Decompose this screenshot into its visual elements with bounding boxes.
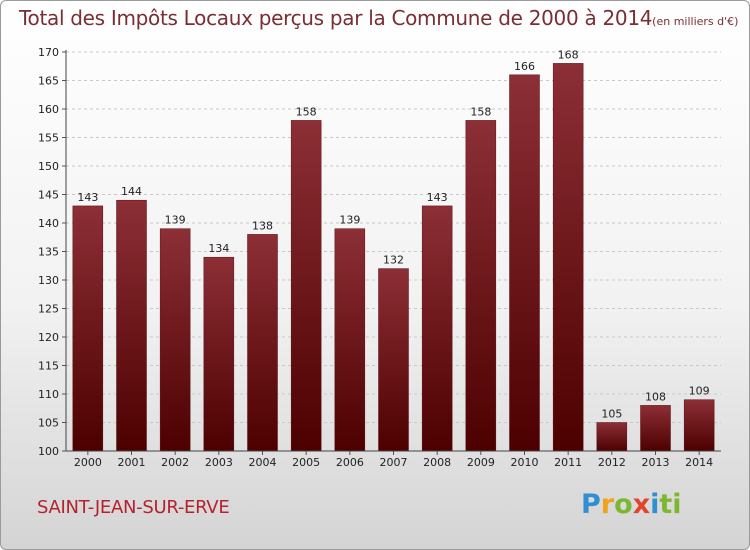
chart-title-text: Total des Impôts Locaux perçus par la Co… [19, 6, 653, 30]
bar [290, 120, 322, 452]
x-tick-label: 2009 [467, 456, 495, 469]
y-tick-label: 105 [38, 417, 59, 430]
logo-letter: o [614, 489, 633, 520]
proxiti-logo: Proxiti [581, 489, 682, 520]
x-tick-label: 2002 [161, 456, 189, 469]
bar [247, 234, 278, 452]
bar [421, 205, 453, 452]
y-tick-label: 145 [38, 189, 59, 202]
x-tick-label: 2010 [511, 456, 539, 469]
x-tick-label: 2005 [292, 456, 320, 469]
y-tick-label: 140 [38, 217, 59, 230]
x-tick-label: 2014 [685, 456, 713, 469]
logo-letter: r [600, 489, 615, 520]
y-axis-ticks: 100 105 110 115 120 125 130 135 140 145 150 155 160 1… [38, 46, 66, 458]
bars: 143 144 139 134 138 158 139 132 143 158 166 168 105 1… [72, 48, 715, 452]
bar [159, 228, 191, 452]
commune-name: SAINT-JEAN-SUR-ERVE [37, 497, 230, 518]
bar [334, 228, 366, 452]
y-tick-label: 130 [38, 274, 59, 287]
bar [640, 405, 671, 452]
bar [203, 256, 235, 452]
bar-value-label: 138 [252, 219, 273, 232]
bar-value-label: 166 [514, 60, 535, 73]
bar-value-label: 144 [121, 185, 142, 198]
bar-value-label: 109 [689, 385, 710, 398]
x-tick-label: 2011 [554, 456, 582, 469]
bar-value-label: 158 [470, 105, 491, 118]
bar [509, 74, 540, 452]
y-tick-label: 120 [38, 331, 59, 344]
y-tick-label: 150 [38, 160, 59, 173]
x-tick-label: 2004 [249, 456, 277, 469]
x-tick-label: 2003 [205, 456, 233, 469]
x-tick-label: 2008 [423, 456, 451, 469]
x-tick-label: 2013 [642, 456, 670, 469]
bar-value-label: 168 [558, 48, 579, 61]
y-tick-label: 135 [38, 246, 59, 259]
x-tick-label: 2001 [118, 456, 146, 469]
bar-value-label: 143 [77, 191, 98, 204]
x-tick-label: 2007 [380, 456, 408, 469]
x-tick-label: 2000 [74, 456, 102, 469]
bar-value-label: 139 [339, 214, 360, 227]
bar-value-label: 158 [296, 105, 317, 118]
x-tick-label: 2006 [336, 456, 364, 469]
bar [116, 199, 147, 452]
y-tick-label: 110 [38, 388, 59, 401]
y-tick-label: 165 [38, 75, 59, 88]
logo-letter: P [581, 489, 601, 520]
x-tick-label: 2012 [598, 456, 626, 469]
bar [596, 422, 628, 452]
bar-value-label: 105 [601, 408, 622, 421]
bar-value-label: 143 [427, 191, 448, 204]
bar [72, 205, 104, 452]
y-tick-label: 115 [38, 360, 59, 373]
bar-value-label: 132 [383, 254, 404, 267]
bar [378, 268, 409, 452]
bar-value-label: 139 [165, 214, 186, 227]
bar-value-label: 134 [208, 242, 229, 255]
bar [552, 63, 584, 452]
y-tick-label: 160 [38, 103, 59, 116]
chart-unit: (en milliers d'€) [652, 15, 739, 28]
logo-letter: i [672, 489, 682, 520]
logo-letter: t [659, 489, 673, 520]
chart-title: Total des Impôts Locaux perçus par la Co… [19, 6, 738, 30]
x-axis-ticks: 2000 2001 2002 2003 2004 2005 2006 2007 2008 2009… [74, 451, 713, 469]
logo-letter: x [632, 489, 651, 520]
y-tick-label: 100 [38, 445, 59, 458]
bar [683, 399, 715, 452]
logo-letter: i [650, 489, 660, 520]
y-tick-label: 125 [38, 303, 59, 316]
y-tick-label: 155 [38, 132, 59, 145]
bar-value-label: 108 [645, 390, 666, 403]
bar [465, 120, 497, 452]
y-tick-label: 170 [38, 46, 59, 59]
